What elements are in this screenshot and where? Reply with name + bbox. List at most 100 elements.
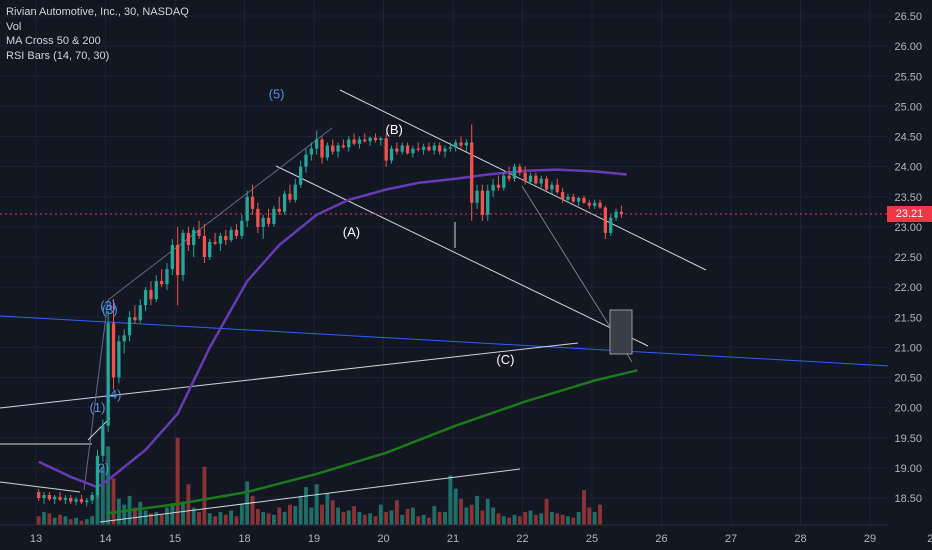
candle [379,136,383,146]
volume-bar [74,517,79,525]
time-tick-label: 21 [447,533,459,545]
candle [347,136,351,152]
candle-body [234,229,239,236]
candle [90,491,94,505]
candle-body [90,494,94,501]
volume-bar [58,514,62,525]
candle-body [502,175,506,188]
candle [315,130,319,155]
candle [341,139,346,149]
candle [176,226,180,306]
candle [576,196,581,206]
candle [598,199,602,209]
volume-bar [544,498,549,525]
candle [149,281,153,306]
candle-body [266,217,271,224]
candle-body [443,148,447,152]
price-tick-label: 25.00 [894,101,922,113]
time-tick-label: 22 [516,533,528,545]
candle-body [470,142,474,203]
candle [454,139,458,152]
legend-indicator-volume[interactable]: Vol [6,20,22,33]
volume-bar [378,504,383,525]
volume-bar [330,500,335,525]
candle [437,142,442,155]
volume-bar [533,514,538,525]
candle [79,494,84,505]
candle-body [491,184,495,191]
candle-body [480,190,485,215]
candle-body [133,317,137,321]
candle-body [159,281,164,285]
candle-body [427,146,431,151]
candle-body [47,494,52,500]
current-price-tag: 23.21 [895,208,924,220]
candle [309,142,313,161]
volume-bar [68,519,73,525]
candle-body [400,145,404,152]
candle [181,229,185,282]
candle [491,178,495,197]
price-tick-label: 22.50 [894,252,922,264]
candle-body [512,166,517,179]
candle-body [101,425,105,456]
candle [58,491,62,502]
candle [74,496,78,506]
candle-body [256,208,260,227]
price-tick-label: 24.00 [894,162,922,174]
candle [609,214,613,236]
wave-label: 2) [98,461,110,476]
candle-body [261,217,265,227]
price-tick-label: 19.00 [894,463,922,475]
wave-labels: (5) (3)(3) (4)(1) 2) (A) (B) (C) [90,87,515,476]
price-axis[interactable]: 18.50 19.00 19.50 20.00 20.50 21.00 21.50 22.00… [887,0,932,550]
candle [528,172,533,185]
volume-bar [229,510,234,525]
candle [480,184,485,221]
volume-bar [175,437,180,525]
candle-body [368,137,372,142]
candle [133,305,137,324]
candle [245,190,249,227]
legend-indicator-ma-cross[interactable]: MA Cross 50 & 200 [6,35,101,47]
candle [384,133,388,167]
candle-body [149,290,153,300]
candle [224,229,228,245]
candle-body [395,148,399,152]
candle-body [603,207,608,233]
candle-body [619,211,624,215]
candle-body [357,139,362,144]
legend-symbol-title[interactable]: Rivian Automotive, Inc., 30, NASDAQ [6,6,189,18]
time-axis[interactable]: 13 14 15 18 19 20 21 22 25 26 27 28 29 2024 [0,524,932,550]
volume-bar [298,495,303,525]
time-tick-label: 25 [586,533,598,545]
price-tick-label: 26.00 [894,41,922,53]
candle-body [389,148,394,161]
candle [63,494,68,505]
candle [143,287,148,312]
candle-body [555,184,559,192]
candle-body [213,241,217,244]
price-axis-background [888,0,932,550]
volume-bar [325,493,330,525]
candle [138,299,142,324]
volume-bar [421,514,426,525]
candle-body [539,178,543,184]
legend-indicator-rsi-bars[interactable]: RSI Bars (14, 70, 30) [6,49,110,62]
volume-bar [560,514,565,525]
volume-bar [528,510,533,525]
left-short-line [0,481,81,493]
volume-bar [346,510,351,525]
candle-body [288,193,292,200]
candle [405,142,410,155]
upper-rising-trend-line [0,342,579,409]
time-tick-label: 29 [864,533,876,545]
volume-bar [165,507,169,525]
volume-bar [170,503,175,525]
volume-bar [464,507,469,525]
candle [614,208,618,221]
candle-body [416,148,420,150]
volume-bar [213,516,218,525]
